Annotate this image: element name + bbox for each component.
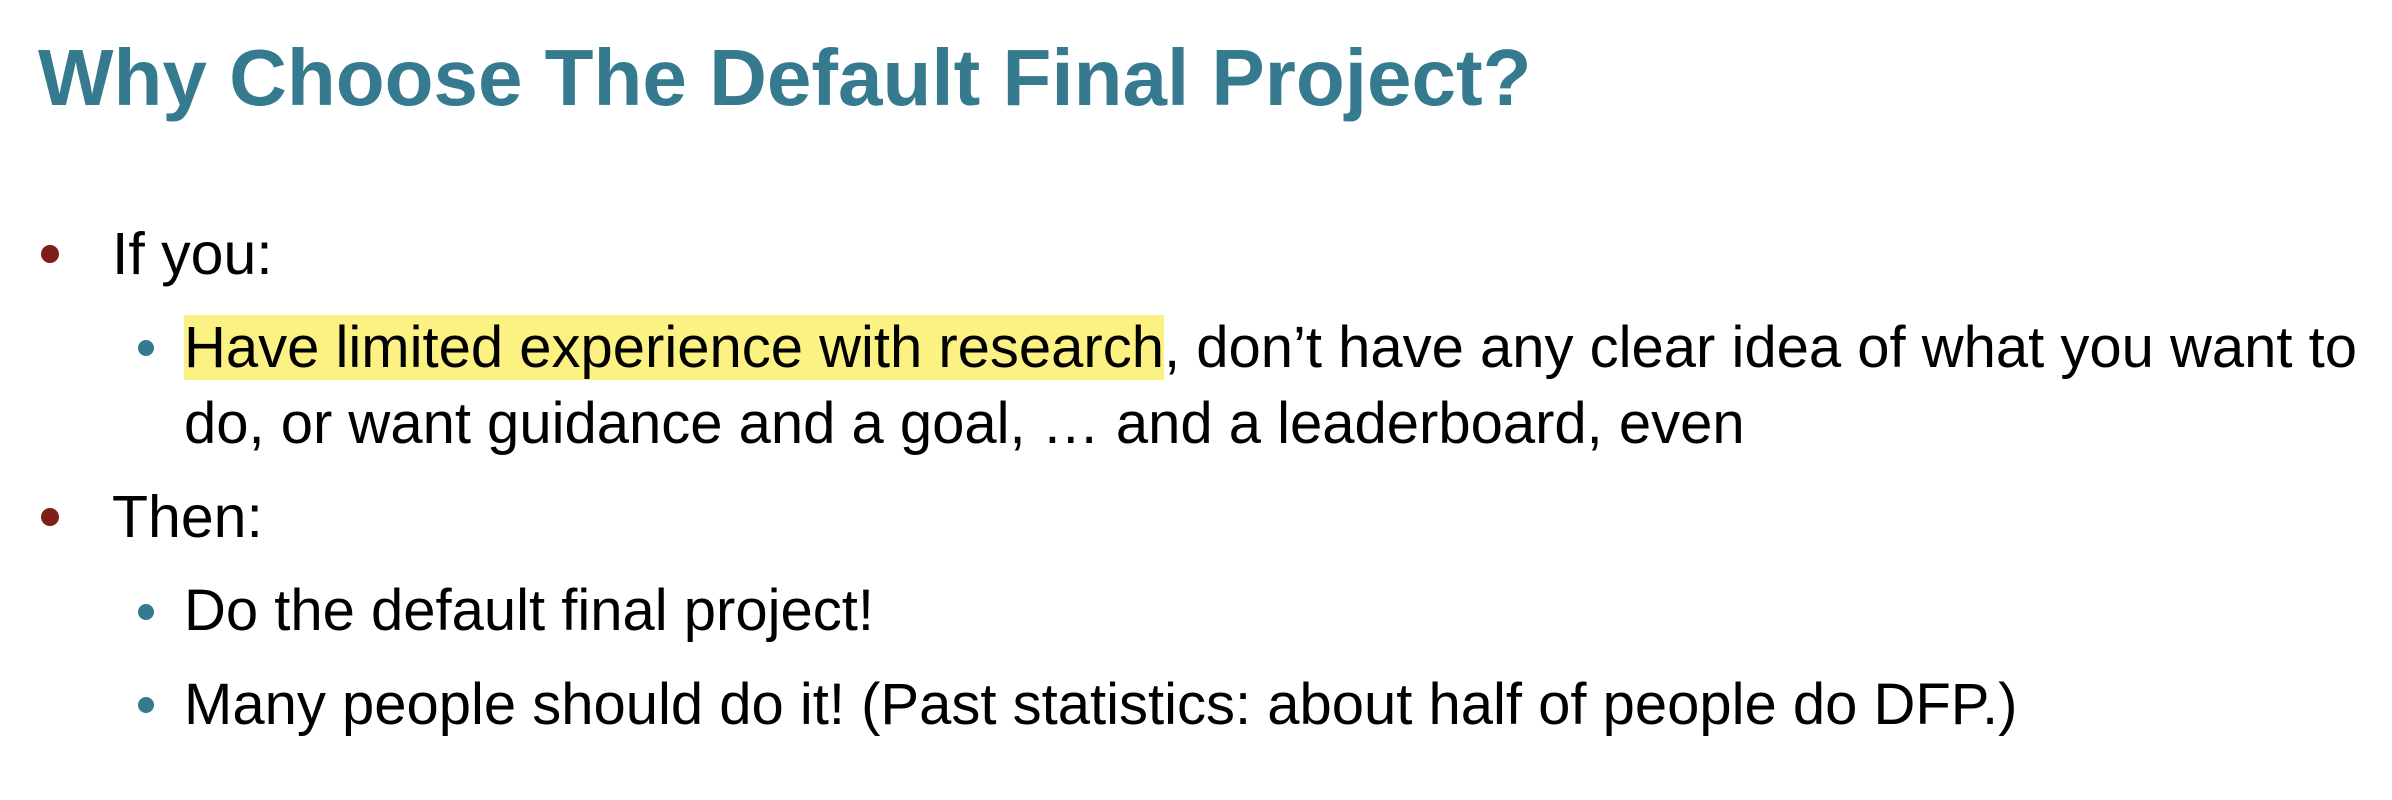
sub-bullet-text: Have limited experience with research, d… bbox=[184, 310, 2384, 462]
sub-bullet-text: Many people should do it! (Past statisti… bbox=[184, 672, 2018, 737]
sub-bullet-text: Do the default final project! bbox=[184, 578, 874, 643]
slide-title: Why Choose The Default Final Project? bbox=[38, 33, 1532, 122]
bullet-text: If you: bbox=[112, 221, 273, 287]
sub-bullet-rest-text: , don’t have any clear idea of what you … bbox=[184, 315, 2357, 456]
sub-bullet-dot-icon bbox=[138, 604, 154, 620]
bullet-dot-icon bbox=[41, 508, 59, 526]
bullet-text: Then: bbox=[112, 484, 263, 550]
sub-bullet-dot-icon bbox=[138, 697, 154, 713]
bullet-dot-icon bbox=[41, 245, 59, 263]
highlighted-text: Have limited experience with research bbox=[184, 315, 1164, 380]
sub-bullet-dot-icon bbox=[138, 340, 154, 356]
